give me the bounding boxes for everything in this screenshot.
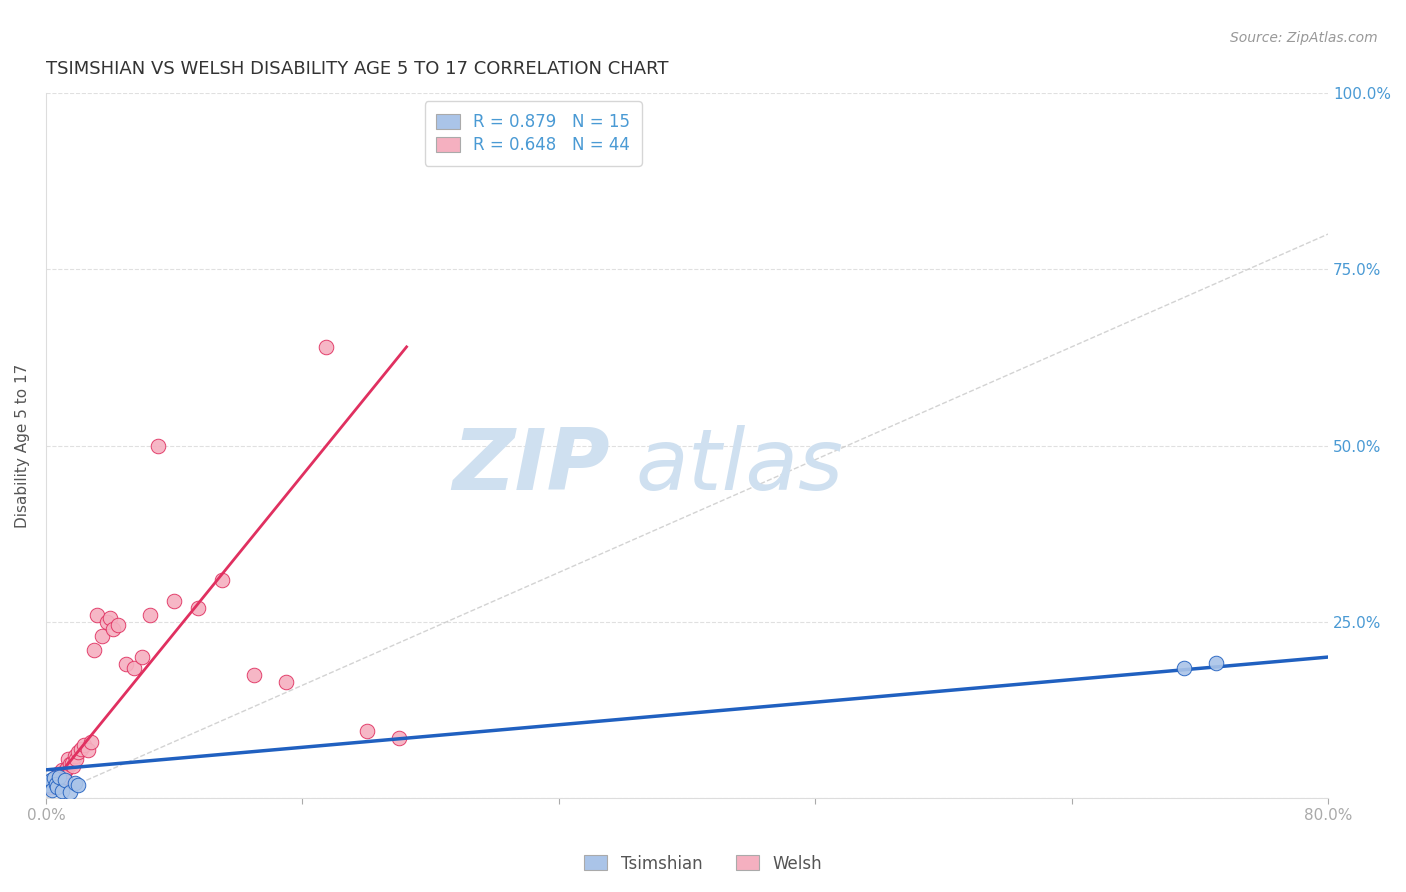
Point (38, 775, 60, 789)
Point (96, 615, 118, 629)
Point (70, 741, 93, 756)
Point (53, 773, 76, 788)
Text: ZIP: ZIP (453, 425, 610, 508)
Point (66, 778, 89, 792)
Point (1205, 656, 1227, 670)
Text: Source: ZipAtlas.com: Source: ZipAtlas.com (1230, 31, 1378, 45)
Point (146, 438, 169, 452)
Point (103, 622, 125, 636)
Legend: Tsimshian, Welsh: Tsimshian, Welsh (578, 848, 828, 880)
Point (131, 650, 153, 665)
Point (58, 752, 80, 766)
Point (59, 785, 82, 799)
Point (39, 780, 62, 795)
Point (187, 600, 209, 615)
Point (276, 674, 298, 689)
Point (86, 607, 108, 622)
Point (37, 778, 59, 792)
Point (83, 643, 105, 657)
Point (46, 778, 69, 792)
Text: atlas: atlas (636, 425, 844, 508)
Text: TSIMSHIAN VS WELSH DISABILITY AGE 5 TO 17 CORRELATION CHART: TSIMSHIAN VS WELSH DISABILITY AGE 5 TO 1… (46, 60, 668, 78)
Point (73, 738, 96, 752)
Point (98, 611, 121, 625)
Point (80, 734, 103, 748)
Point (38, 778, 60, 792)
Point (49, 773, 72, 788)
Point (39, 773, 62, 788)
Point (42, 777, 65, 791)
Point (1173, 660, 1195, 674)
Point (387, 731, 409, 746)
Point (48, 766, 70, 780)
Point (62, 759, 84, 773)
Legend: R = 0.879   N = 15, R = 0.648   N = 44: R = 0.879 N = 15, R = 0.648 N = 44 (425, 102, 641, 166)
Point (76, 743, 98, 757)
Point (51, 763, 73, 777)
Point (243, 667, 266, 681)
Point (41, 773, 63, 788)
Point (59, 757, 82, 772)
Point (41, 782, 63, 797)
Point (56, 761, 79, 775)
Point (65, 752, 87, 766)
Point (42, 772, 65, 786)
Point (163, 593, 186, 607)
Point (53, 764, 76, 779)
Point (315, 340, 337, 354)
Point (91, 629, 114, 643)
Point (45, 770, 67, 784)
Point (63, 775, 86, 789)
Point (37, 775, 59, 789)
Y-axis label: Disability Age 5 to 17: Disability Age 5 to 17 (15, 363, 30, 528)
Point (51, 784, 73, 798)
Point (60, 756, 83, 770)
Point (115, 657, 138, 672)
Point (356, 724, 378, 739)
Point (48, 770, 70, 784)
Point (45, 777, 67, 791)
Point (139, 607, 162, 622)
Point (122, 660, 145, 674)
Point (52, 770, 75, 784)
Point (211, 573, 233, 587)
Point (46, 780, 69, 795)
Point (63, 748, 86, 763)
Point (66, 745, 89, 759)
Point (107, 618, 129, 632)
